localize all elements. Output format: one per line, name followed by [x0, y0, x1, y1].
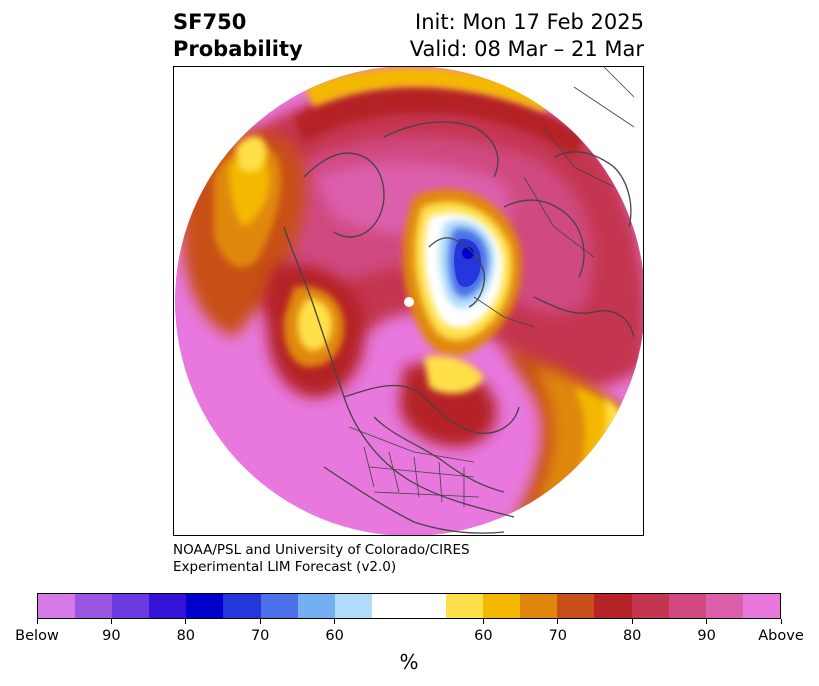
polar-map — [175, 67, 643, 535]
colorbar-tick-label: 80 — [176, 628, 196, 644]
colorbar-tick-label: Above — [758, 628, 804, 644]
colorbar-neutral-swatch — [371, 594, 447, 618]
probability-field — [175, 67, 643, 535]
credit-line-1: NOAA/PSL and University of Colorado/CIRE… — [173, 542, 470, 558]
colorbar-tick-mark — [36, 619, 38, 624]
title-probability: Probability — [173, 37, 303, 61]
colorbar-tick-mark — [780, 619, 782, 624]
colorbar-below-swatch — [334, 594, 372, 618]
colorbar-above-swatch — [705, 594, 743, 618]
colorbar-below-swatch — [75, 594, 113, 618]
map-panel — [173, 66, 644, 536]
colorbar-tick-label: 90 — [102, 628, 121, 644]
colorbar-above-swatch — [557, 594, 595, 618]
colorbar-tick-mark — [482, 619, 484, 624]
colorbar-tick-label: 60 — [325, 628, 344, 644]
colorbar-tick-mark — [631, 619, 633, 624]
title-variable: SF750 — [173, 10, 247, 34]
colorbar-tick-label: 90 — [697, 628, 716, 644]
colorbar-below-swatch — [149, 594, 187, 618]
colorbar-tick-mark — [185, 619, 187, 624]
colorbar-tick-mark — [557, 619, 559, 624]
colorbar-above-swatch — [742, 594, 780, 618]
init-date: Init: Mon 17 Feb 2025 — [415, 10, 644, 34]
colorbar-above-swatch — [520, 594, 558, 618]
coastlines — [283, 121, 635, 534]
colorbar-above-swatch — [446, 594, 484, 618]
colorbar-below-swatch — [223, 594, 261, 618]
colorbar-above-swatch — [594, 594, 632, 618]
colorbar-below-swatch — [186, 594, 224, 618]
colorbar-tick-mark — [334, 619, 336, 624]
colorbar-tick-mark — [706, 619, 708, 624]
colorbar-tick-label: 80 — [622, 628, 642, 644]
valid-range: Valid: 08 Mar – 21 Mar — [409, 37, 644, 61]
credit-line-2: Experimental LIM Forecast (v2.0) — [173, 559, 397, 575]
forecast-dates: Init: Mon 17 Feb 2025 Valid: 08 Mar – 21… — [410, 9, 644, 63]
colorbar-tick-mark — [259, 619, 261, 624]
colorbar-tick-label: 60 — [474, 628, 493, 644]
colorbar-above-swatch — [631, 594, 669, 618]
colorbar-tick-label: 70 — [250, 628, 270, 644]
colorbar — [37, 593, 781, 619]
colorbar-tick-mark — [110, 619, 112, 624]
colorbar-below-swatch — [297, 594, 335, 618]
colorbar-tick-label: 70 — [548, 628, 568, 644]
colorbar-above-swatch — [483, 594, 521, 618]
colorbar-tick-label: Below — [15, 628, 59, 644]
colorbar-below-swatch — [260, 594, 298, 618]
map-title: SF750 Probability — [173, 9, 303, 63]
credit-text: NOAA/PSL and University of Colorado/CIRE… — [173, 542, 470, 576]
colorbar-above-swatch — [668, 594, 706, 618]
colorbar-below-swatch — [38, 594, 76, 618]
borders — [348, 67, 635, 507]
colorbar-below-swatch — [112, 594, 150, 618]
colorbar-unit: % — [399, 650, 419, 674]
